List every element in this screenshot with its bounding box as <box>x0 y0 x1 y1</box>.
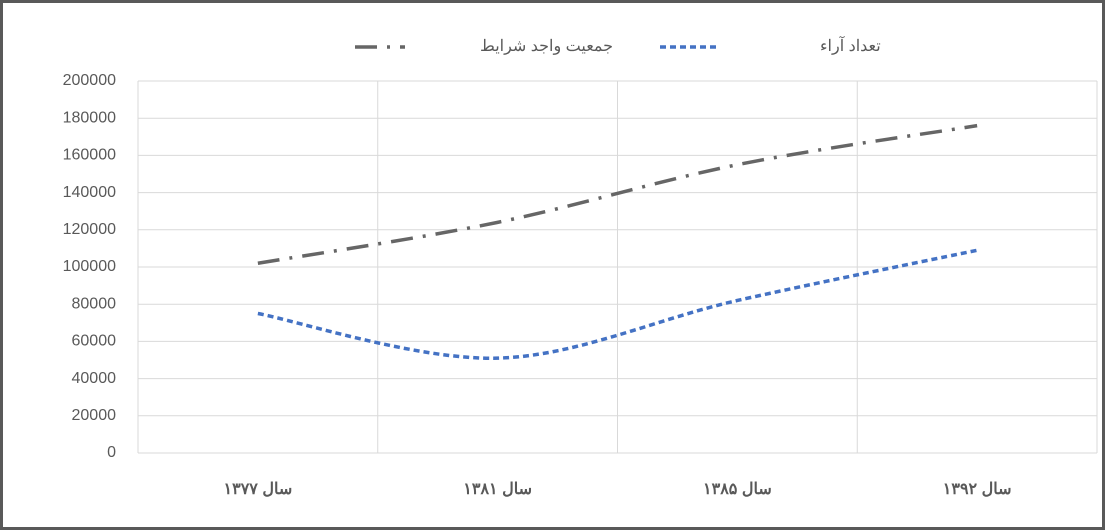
y-tick-label: 0 <box>107 444 116 461</box>
y-tick-label: 80000 <box>72 295 117 312</box>
legend-label: تعداد آراء <box>820 35 881 55</box>
x-tick-label: سال ۱۳۷۷ <box>224 481 293 498</box>
y-tick-label: 180000 <box>63 109 116 126</box>
y-tick-label: 120000 <box>63 221 116 238</box>
y-tick-label: 20000 <box>72 407 117 424</box>
y-tick-label: 60000 <box>72 333 117 350</box>
y-tick-label: 40000 <box>72 370 117 387</box>
y-tick-label: 200000 <box>63 72 116 89</box>
x-tick-label: سال ۱۳۹۲ <box>943 481 1012 498</box>
x-tick-label: سال ۱۳۸۵ <box>703 481 772 498</box>
legend-label: جمعیت واجد شرایط <box>480 38 613 55</box>
chart: تعداد آراء جمعیت واجد شرایط 0 20000 40000 60… <box>0 0 1105 530</box>
y-tick-label: 100000 <box>63 258 116 275</box>
x-tick-label: سال ۱۳۸۱ <box>463 481 532 498</box>
y-tick-label: 140000 <box>63 184 116 201</box>
y-tick-label: 160000 <box>63 147 116 164</box>
